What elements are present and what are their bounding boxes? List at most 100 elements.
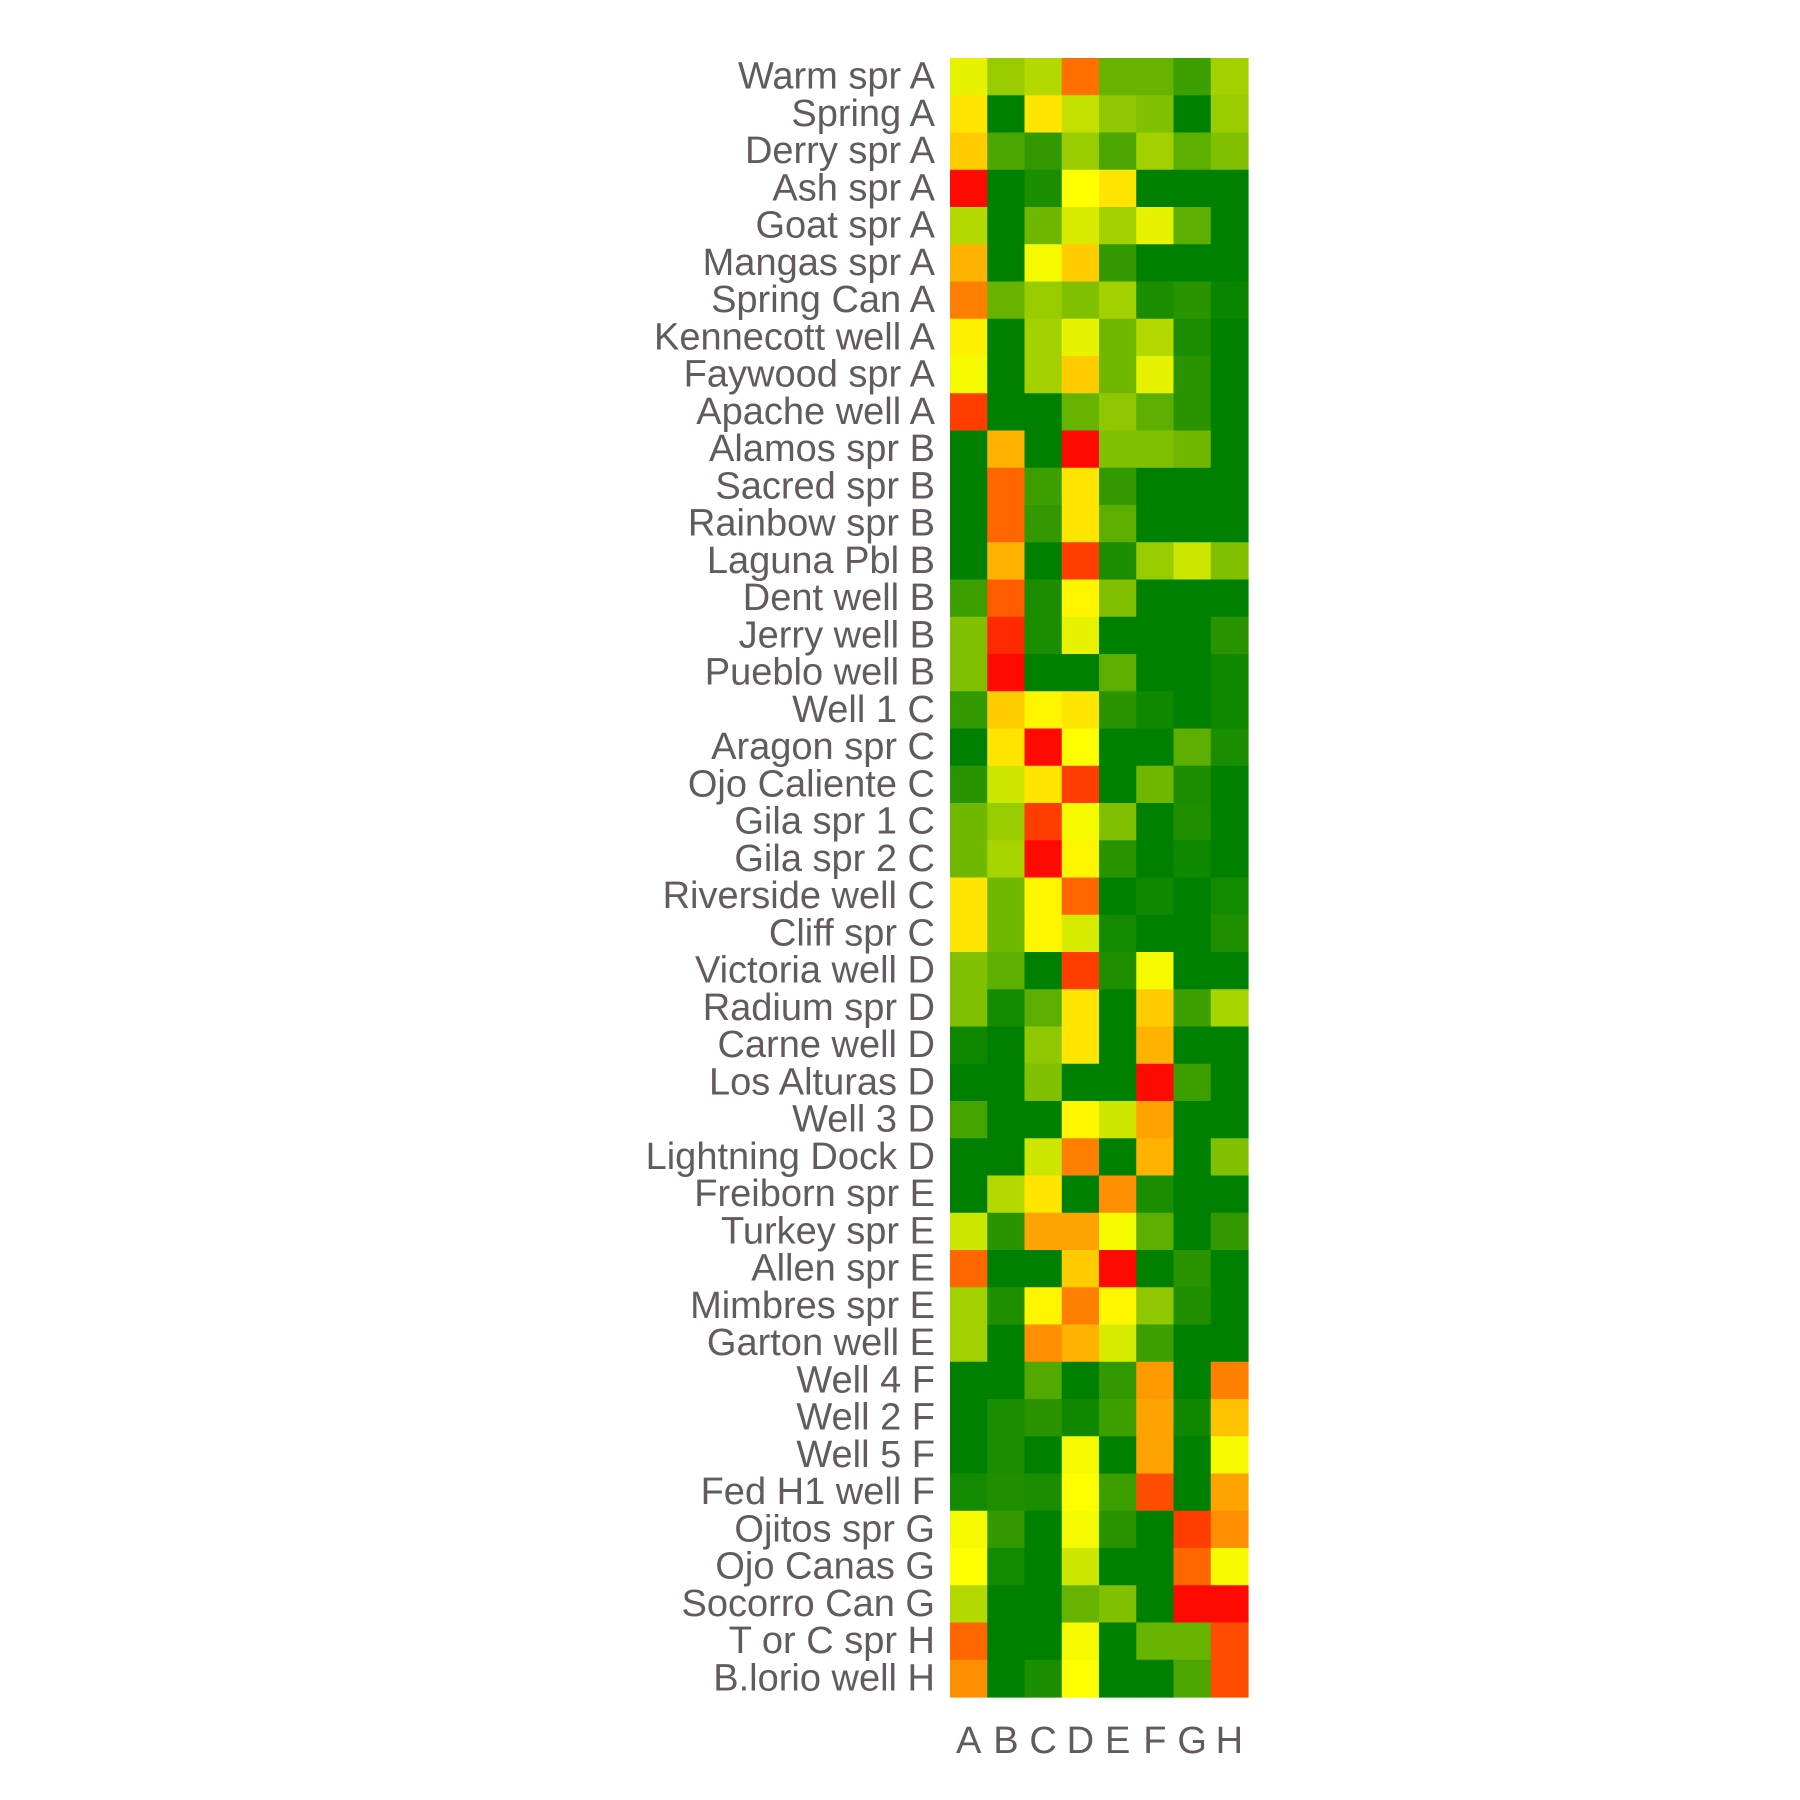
heatmap-cell xyxy=(1173,1585,1212,1624)
heatmap-cell xyxy=(987,654,1026,692)
heatmap-cell xyxy=(950,318,988,357)
heatmap-cell xyxy=(950,579,988,618)
heatmap-cell xyxy=(1136,1324,1175,1363)
row-label: Ash spr A xyxy=(772,167,935,209)
heatmap-cell xyxy=(1061,58,1100,96)
heatmap-cell xyxy=(950,1212,988,1251)
heatmap-cell xyxy=(1061,1101,1100,1139)
row-label: Kennecott well A xyxy=(654,316,936,358)
heatmap-cell xyxy=(1099,393,1137,432)
heatmap-cell xyxy=(1210,95,1249,134)
heatmap-cell xyxy=(1099,1138,1137,1177)
row-label: Alamos spr B xyxy=(709,428,935,470)
heatmap-cell xyxy=(1061,169,1100,208)
heatmap-cell xyxy=(1099,1063,1137,1102)
heatmap-cell xyxy=(1173,877,1212,916)
row-label: Warm spr A xyxy=(738,56,936,98)
heatmap-cell xyxy=(1136,1063,1175,1102)
heatmap-cell xyxy=(1099,1473,1137,1512)
heatmap-cell xyxy=(1024,169,1063,208)
heatmap-cell xyxy=(1173,505,1212,543)
heatmap-cell xyxy=(1099,579,1137,618)
heatmap-cell xyxy=(1210,1287,1249,1326)
heatmap-cell xyxy=(1061,840,1100,879)
heatmap-cell xyxy=(1173,1622,1212,1661)
heatmap-cell xyxy=(1210,914,1249,953)
row-label: Spring A xyxy=(791,93,935,135)
heatmap-cell xyxy=(950,1510,988,1549)
heatmap-cell xyxy=(950,728,988,767)
heatmap-cell xyxy=(1210,952,1249,990)
heatmap-cell xyxy=(950,281,988,320)
heatmap-cell xyxy=(1061,616,1100,655)
heatmap-cell xyxy=(1136,132,1175,171)
heatmap-cell xyxy=(987,1138,1026,1177)
heatmap-cell xyxy=(987,765,1026,804)
row-label: Garton well E xyxy=(707,1322,935,1364)
heatmap-cell xyxy=(1136,914,1175,953)
heatmap-cell xyxy=(1136,1026,1175,1065)
heatmap-cell xyxy=(1173,803,1212,841)
heatmap-cell xyxy=(987,207,1026,245)
heatmap-cell xyxy=(1061,952,1100,990)
heatmap-cell xyxy=(1024,244,1063,283)
heatmap-cell xyxy=(1173,1212,1212,1251)
row-label: Faywood spr A xyxy=(684,354,936,396)
heatmap-cell xyxy=(987,1324,1026,1363)
heatmap-cell xyxy=(1136,877,1175,916)
heatmap-cell xyxy=(987,1585,1026,1624)
heatmap-cell xyxy=(1173,840,1212,879)
heatmap-cell xyxy=(1173,1436,1212,1475)
heatmap-cell xyxy=(1061,765,1100,804)
row-label: Aragon spr C xyxy=(711,726,935,768)
heatmap-cell xyxy=(1099,244,1137,283)
heatmap-cell xyxy=(1173,1138,1212,1177)
heatmap-cell xyxy=(987,356,1026,394)
row-label: Derry spr A xyxy=(745,130,936,172)
heatmap-cell xyxy=(1136,765,1175,804)
heatmap-cell xyxy=(1024,914,1063,953)
heatmap-cell xyxy=(987,95,1026,134)
heatmap-cell xyxy=(1136,654,1175,692)
heatmap-cell xyxy=(1024,691,1063,730)
heatmap-cell xyxy=(950,207,988,245)
heatmap-cell xyxy=(1061,1063,1100,1102)
heatmap-cell xyxy=(1136,1287,1175,1326)
heatmap-cell xyxy=(1210,1548,1249,1586)
heatmap-cell xyxy=(1136,542,1175,581)
heatmap-cell xyxy=(1024,1399,1063,1437)
heatmap-cell xyxy=(1061,1324,1100,1363)
heatmap-cell xyxy=(1210,840,1249,879)
heatmap-cell xyxy=(987,1622,1026,1661)
heatmap-cell xyxy=(1210,877,1249,916)
heatmap-cell xyxy=(987,1063,1026,1102)
heatmap-cell xyxy=(950,1287,988,1326)
heatmap-cell xyxy=(1099,356,1137,394)
heatmap-cell xyxy=(1136,1399,1175,1437)
heatmap-cell xyxy=(1173,1175,1212,1214)
heatmap-cell xyxy=(1210,1175,1249,1214)
heatmap-cell xyxy=(1173,765,1212,804)
heatmap-cell xyxy=(1136,616,1175,655)
heatmap-cell xyxy=(1173,393,1212,432)
heatmap-cell xyxy=(1210,1585,1249,1624)
heatmap-cell xyxy=(950,840,988,879)
heatmap-cell xyxy=(1173,244,1212,283)
heatmap-cell xyxy=(1061,1250,1100,1288)
heatmap-cell xyxy=(1024,95,1063,134)
heatmap-cell xyxy=(1210,244,1249,283)
heatmap-cell xyxy=(950,1101,988,1139)
heatmap-cell xyxy=(1024,1361,1063,1400)
heatmap-cell xyxy=(1136,1175,1175,1214)
heatmap-cell xyxy=(1024,1026,1063,1065)
heatmap-cell xyxy=(950,132,988,171)
heatmap-cell xyxy=(950,1585,988,1624)
heatmap-cell xyxy=(1136,840,1175,879)
heatmap-cell xyxy=(1024,579,1063,618)
heatmap-cell xyxy=(1210,1324,1249,1363)
heatmap-cell xyxy=(1210,728,1249,767)
heatmap-cell xyxy=(950,1026,988,1065)
heatmap-cell xyxy=(1024,1622,1063,1661)
row-label: Mimbres spr E xyxy=(690,1285,935,1327)
